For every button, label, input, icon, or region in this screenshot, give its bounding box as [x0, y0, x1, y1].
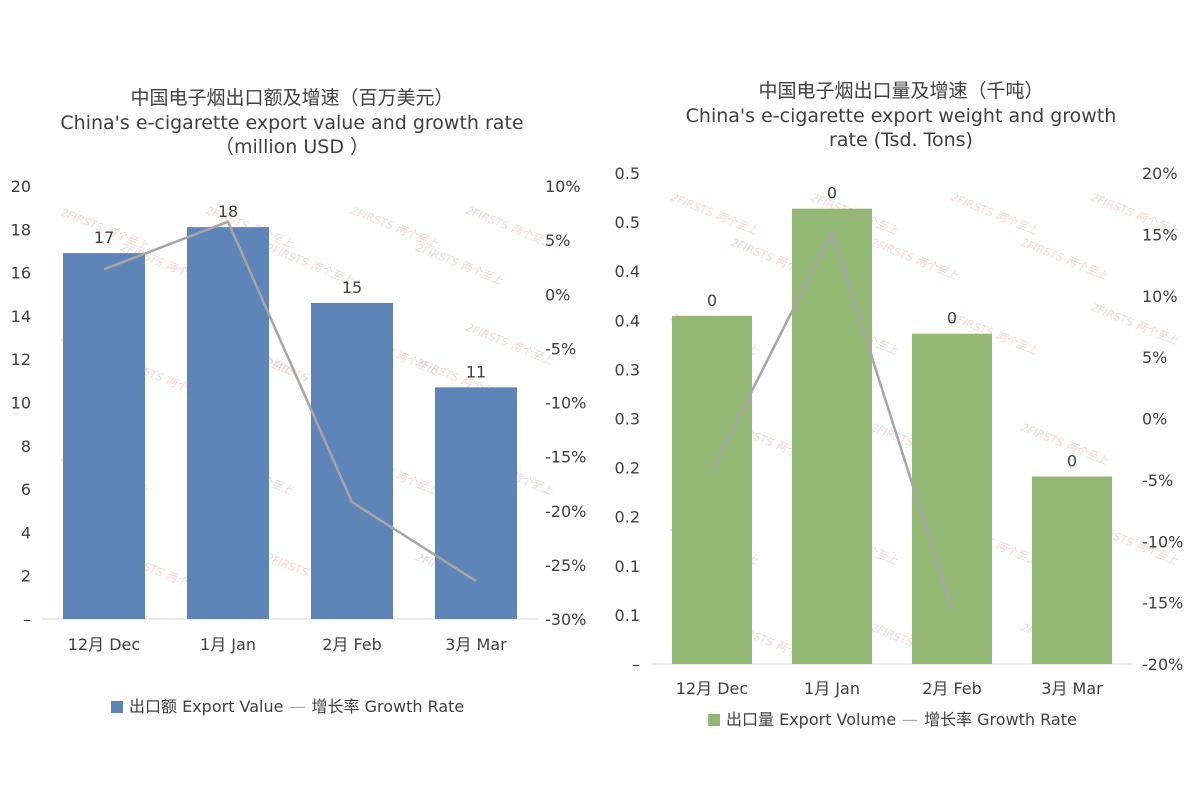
- chart2-watermark: 2FIRSTS 两个至上: [1019, 421, 1110, 468]
- chart1-category-label: 12月 Dec: [68, 635, 140, 654]
- chart1-y-right-tick-label: -30%: [545, 610, 586, 629]
- chart1-y-left-tick-label: 14: [11, 307, 31, 326]
- chart1-legend-bar-label: 出口额 Export Value: [129, 697, 284, 716]
- chart2-category-label: 2月 Feb: [922, 679, 982, 698]
- chart1-bar-data-label: 15: [342, 278, 362, 297]
- chart2-y-right-tick-label: -5%: [1142, 471, 1173, 490]
- chart1-bar-data-label: 18: [218, 202, 238, 221]
- chart2-watermark: 2FIRSTS 两个至上: [1089, 301, 1180, 348]
- chart2-legend-bar-label: 出口量 Export Volume: [726, 710, 896, 729]
- chart2-bar: [792, 208, 872, 664]
- chart2-y-right-tick-label: 5%: [1142, 348, 1167, 367]
- chart1-y-right-tick-label: 0%: [545, 285, 570, 304]
- chart2-y-left-tick-label: 0.1: [615, 557, 640, 576]
- chart1-y-left-tick-label: –: [23, 610, 31, 629]
- chart1-watermark: 2FIRSTS 两个至上: [464, 321, 555, 368]
- chart2-y-left-tick-label: 0.2: [615, 459, 640, 478]
- chart1-bar: [435, 387, 517, 619]
- chart2-watermark: 2FIRSTS 两个至上: [869, 236, 960, 283]
- chart2-watermark: 2FIRSTS 两个至上: [949, 191, 1040, 238]
- chart1-watermark: 2FIRSTS 两个至上: [414, 241, 505, 288]
- chart1-y-right-tick-label: -25%: [545, 556, 586, 575]
- chart2-y-left-tick-label: 0.5: [615, 164, 640, 183]
- chart2-y-left-tick-label: 0.1: [615, 606, 640, 625]
- chart1-y-right-tick-label: -10%: [545, 394, 586, 413]
- chart1-y-left-tick-label: 12: [11, 350, 31, 369]
- chart2-y-right-tick-label: -20%: [1142, 655, 1183, 674]
- chart2-legend-swatch: [708, 714, 720, 726]
- chart2-category-label: 3月 Mar: [1041, 679, 1103, 698]
- chart2-y-left-tick-label: 0.2: [615, 508, 640, 527]
- chart1-y-left-tick-label: 16: [11, 264, 31, 283]
- chart2-category-label: 1月 Jan: [804, 679, 860, 698]
- chart2-y-left-tick-label: 0.4: [615, 311, 640, 330]
- chart2-y-right-tick-label: 15%: [1142, 225, 1178, 244]
- chart2-y-right-tick-label: -15%: [1142, 594, 1183, 613]
- chart1-bar: [311, 302, 393, 619]
- chart2-y-left-tick-label: 0.5: [615, 213, 640, 232]
- chart2-y-left-tick-label: 0.4: [615, 262, 640, 281]
- chart1-y-left-tick-label: 10: [11, 394, 31, 413]
- chart1-y-right-tick-label: 5%: [545, 231, 570, 250]
- chart2-y-left-tick-label: 0.3: [615, 410, 640, 429]
- chart1-bar: [63, 253, 145, 620]
- chart1-bar-data-label: 11: [466, 362, 486, 381]
- chart1-legend-swatch: [111, 701, 123, 713]
- chart1-title: 中国电子烟出口额及增速（百万美元）: [130, 87, 453, 109]
- chart2-y-left-tick-label: 0.3: [615, 360, 640, 379]
- chart1-legend-line-label: 增长率 Growth Rate: [312, 697, 465, 716]
- chart1-watermark: 2FIRSTS 两个至上: [464, 204, 555, 251]
- chart1-growth-line: [103, 220, 477, 583]
- chart2-bar: [672, 315, 752, 664]
- chart1-bar-data-label: 17: [94, 228, 114, 247]
- chart2-y-right-tick-label: 0%: [1142, 410, 1167, 429]
- chart2-watermark: 2FIRSTS 两个至上: [669, 191, 760, 238]
- chart1-category-label: 1月 Jan: [200, 635, 256, 654]
- chart1-y-left-tick-label: 2: [21, 567, 31, 586]
- chart1-legend-line-marker: —: [290, 697, 306, 716]
- chart2-y-left-tick-label: –: [632, 655, 640, 674]
- chart2-category-label: 12月 Dec: [676, 679, 748, 698]
- chart1-y-left-tick-label: 20: [11, 177, 31, 196]
- chart2-subtitle-line: rate (Tsd. Tons): [829, 129, 973, 151]
- chart1-subtitle-line: （million USD ）: [215, 136, 369, 158]
- chart1-y-right-tick-label: 10%: [545, 177, 581, 196]
- chart2-y-right-tick-label: -10%: [1142, 532, 1183, 551]
- chart1-y-left-tick-label: 8: [21, 437, 31, 456]
- chart2-bar: [1032, 476, 1112, 664]
- chart1-category-label: 3月 Mar: [445, 635, 507, 654]
- chart2-title: 中国电子烟出口量及增速（千吨）: [758, 80, 1043, 102]
- chart2-watermark: 2FIRSTS 两个至上: [1019, 236, 1110, 283]
- chart1-subtitle-line: China's e-cigarette export value and gro…: [60, 112, 523, 134]
- chart1-y-left-tick-label: 4: [21, 523, 31, 542]
- chart1-y-left-tick-label: 18: [11, 220, 31, 239]
- chart1-y-right-tick-label: -15%: [545, 448, 586, 467]
- chart2-bar: [912, 333, 992, 664]
- chart2-y-right-tick-label: 10%: [1142, 287, 1178, 306]
- chart1-y-left-tick-label: 6: [21, 480, 31, 499]
- chart2-subtitle-line: China's e-cigarette export weight and gr…: [686, 105, 1117, 127]
- chart2-legend-line-label: 增长率 Growth Rate: [924, 710, 1077, 729]
- chart2-y-right-tick-label: 20%: [1142, 164, 1178, 183]
- chart1-y-right-tick-label: -20%: [545, 502, 586, 521]
- chart2-bar-data-label: 0: [947, 309, 957, 328]
- chart2-bar-data-label: 0: [707, 291, 717, 310]
- chart2-bar-data-label: 0: [827, 184, 837, 203]
- chart1-y-right-tick-label: -5%: [545, 339, 576, 358]
- chart2-growth-line: [710, 230, 954, 610]
- chart1-bar: [187, 227, 269, 619]
- chart1-category-label: 2月 Feb: [322, 635, 382, 654]
- chart2-bar-data-label: 0: [1067, 452, 1077, 471]
- chart2-legend-line-marker: —: [902, 710, 918, 729]
